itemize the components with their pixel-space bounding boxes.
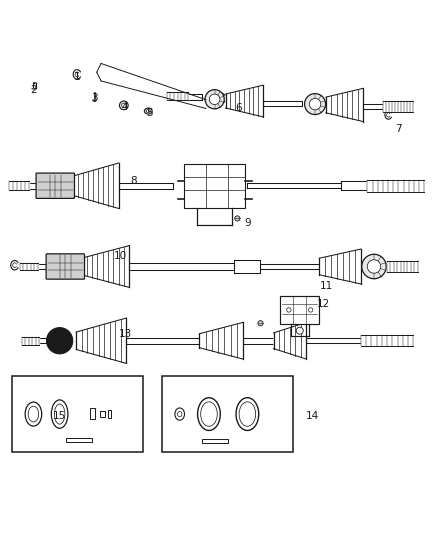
- Bar: [184, 164, 245, 207]
- Bar: [90, 408, 95, 419]
- Circle shape: [205, 90, 224, 109]
- FancyBboxPatch shape: [36, 173, 74, 198]
- Circle shape: [120, 101, 128, 110]
- Ellipse shape: [28, 406, 39, 422]
- Text: 9: 9: [244, 218, 251, 228]
- Ellipse shape: [146, 110, 150, 112]
- Ellipse shape: [25, 402, 42, 426]
- Text: 4: 4: [122, 102, 128, 112]
- Circle shape: [367, 260, 381, 273]
- Text: 8: 8: [131, 176, 137, 187]
- Text: 1: 1: [74, 71, 81, 82]
- Circle shape: [122, 103, 126, 108]
- Ellipse shape: [236, 398, 259, 431]
- Text: 15: 15: [53, 411, 66, 421]
- Text: 7: 7: [395, 124, 401, 134]
- Circle shape: [209, 94, 220, 104]
- Circle shape: [46, 328, 73, 354]
- Bar: [100, 411, 105, 417]
- Circle shape: [258, 321, 263, 326]
- Text: 12: 12: [317, 298, 330, 309]
- Circle shape: [235, 216, 240, 221]
- Circle shape: [362, 254, 386, 279]
- Circle shape: [304, 94, 325, 115]
- Ellipse shape: [51, 400, 68, 428]
- Bar: [66, 438, 92, 442]
- Circle shape: [309, 98, 321, 110]
- Bar: [12, 376, 143, 452]
- Bar: [280, 296, 319, 324]
- Ellipse shape: [198, 398, 220, 431]
- Circle shape: [296, 327, 303, 334]
- Text: 13: 13: [119, 329, 132, 339]
- Ellipse shape: [145, 108, 152, 114]
- Text: 11: 11: [319, 281, 332, 291]
- Ellipse shape: [177, 411, 182, 417]
- Ellipse shape: [201, 402, 217, 426]
- Circle shape: [287, 308, 291, 312]
- Ellipse shape: [239, 402, 256, 426]
- Text: 6: 6: [235, 103, 242, 114]
- Bar: [162, 376, 293, 452]
- Text: 10: 10: [114, 251, 127, 261]
- Text: 3: 3: [91, 93, 98, 103]
- Bar: [108, 410, 111, 418]
- Text: 14: 14: [306, 411, 319, 421]
- Text: 2: 2: [30, 85, 37, 95]
- Circle shape: [308, 308, 313, 312]
- FancyBboxPatch shape: [46, 254, 85, 279]
- Ellipse shape: [175, 408, 184, 420]
- Text: 5: 5: [146, 108, 152, 118]
- Bar: [201, 439, 228, 443]
- Ellipse shape: [54, 404, 65, 424]
